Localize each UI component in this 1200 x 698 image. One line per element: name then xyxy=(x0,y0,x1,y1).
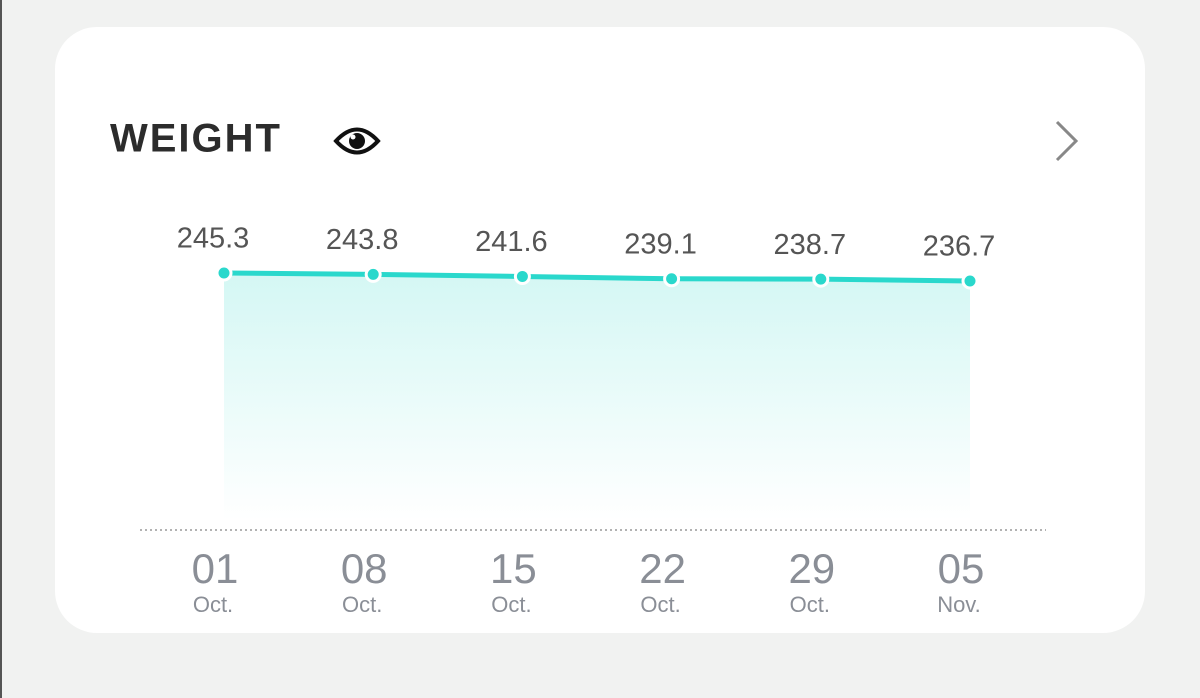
x-tick-month: Oct. xyxy=(790,592,830,617)
area xyxy=(224,273,970,520)
value-label: 245.3 xyxy=(177,223,250,255)
point xyxy=(961,272,979,290)
point xyxy=(513,267,531,285)
value-label: 238.7 xyxy=(774,229,847,261)
plot: 245.301Oct.243.808Oct.241.615Oct.239.122… xyxy=(177,223,996,617)
point xyxy=(364,265,382,283)
x-tick-month: Nov. xyxy=(937,592,981,617)
x-tick-label: 01 xyxy=(192,545,239,592)
point xyxy=(663,270,681,288)
x-tick-month: Oct. xyxy=(193,592,233,617)
x-tick-label: 22 xyxy=(639,545,686,592)
value-label: 239.1 xyxy=(624,228,697,260)
value-label: 241.6 xyxy=(475,226,548,258)
value-label: 243.8 xyxy=(326,224,399,256)
x-tick-month: Oct. xyxy=(342,592,382,617)
eye-icon[interactable] xyxy=(333,127,381,155)
point xyxy=(812,270,830,288)
x-tick-month: Oct. xyxy=(640,592,680,617)
x-tick-label: 29 xyxy=(788,545,835,592)
window-edge xyxy=(0,0,2,698)
card-title: WEIGHT xyxy=(110,117,282,161)
x-tick-label: 08 xyxy=(341,545,388,592)
x-tick-month: Oct. xyxy=(491,592,531,617)
value-label: 236.7 xyxy=(923,231,996,263)
line xyxy=(223,270,971,284)
chevron[interactable] xyxy=(1055,120,1079,162)
point xyxy=(215,264,233,282)
x-tick-label: 15 xyxy=(490,545,537,592)
x-tick-label: 05 xyxy=(938,545,985,592)
